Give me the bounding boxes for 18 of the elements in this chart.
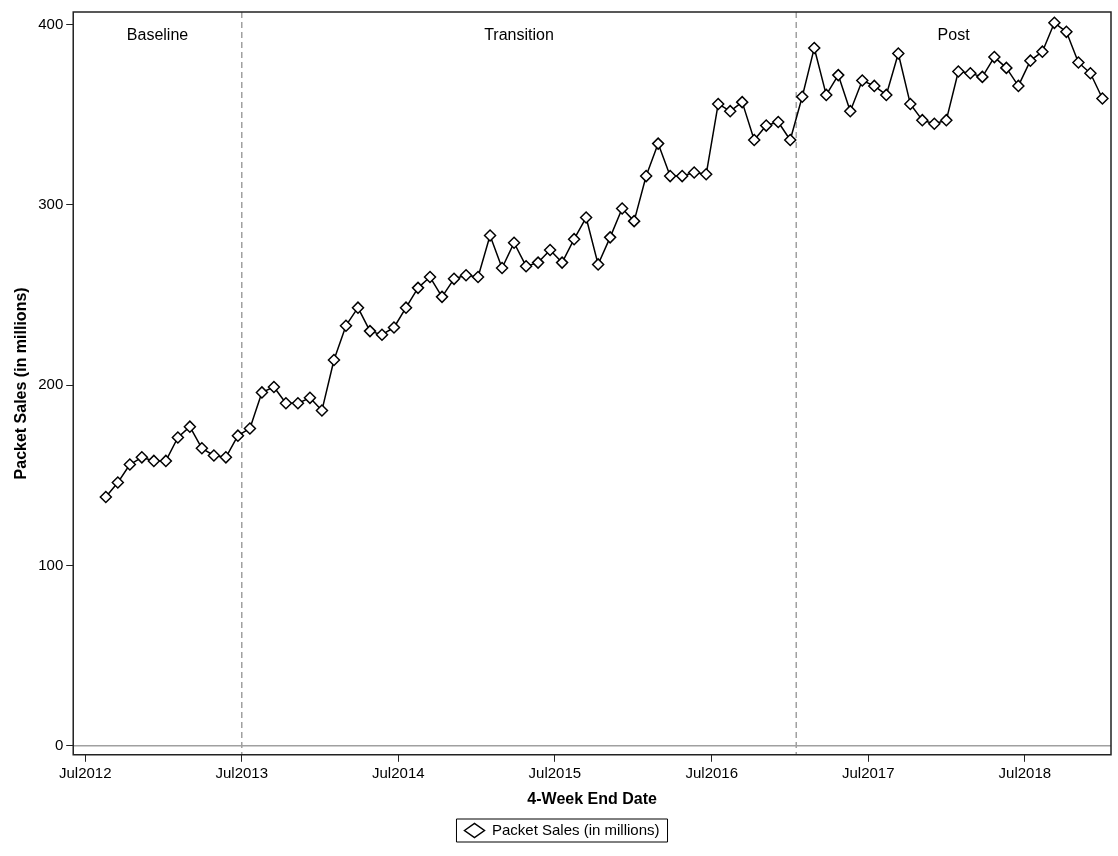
y-tick-label: 0 (54, 735, 64, 753)
y-tick-label: 300 (38, 195, 64, 213)
x-tick-label: Jul2018 (998, 763, 1052, 781)
x-tick-label: Jul2015 (528, 763, 582, 781)
legend-label: Packet Sales (in millions) (491, 820, 660, 838)
x-tick-label: Jul2016 (685, 763, 739, 781)
annotation: Post (937, 26, 971, 44)
x-tick-label: Jul2017 (842, 763, 895, 781)
y-tick-label: 400 (38, 14, 64, 32)
y-tick-label: 100 (38, 555, 64, 573)
annotation: Baseline (126, 26, 189, 44)
x-axis-title: 4-Week End Date (527, 789, 657, 807)
y-tick-label: 200 (38, 375, 64, 393)
x-tick-label: Jul2012 (58, 763, 112, 781)
annotation: Transition (484, 26, 554, 44)
x-tick-label: Jul2013 (215, 763, 269, 781)
y-axis-title: Packet Sales (in millions) (12, 287, 30, 480)
x-tick-label: Jul2014 (372, 763, 425, 781)
